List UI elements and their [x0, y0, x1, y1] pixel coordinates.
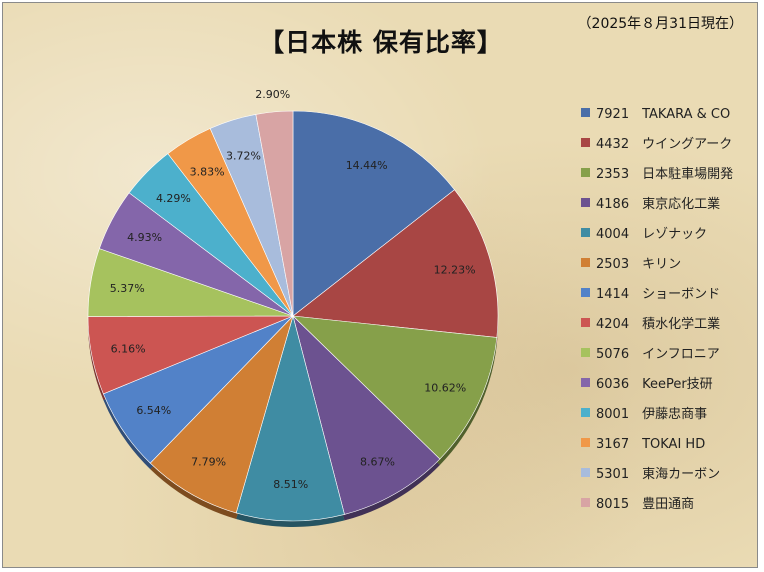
data-label: 7.79%	[191, 455, 226, 468]
legend-label: 3167 TOKAI HD	[596, 436, 706, 452]
data-label: 10.62%	[424, 381, 466, 394]
data-label: 12.23%	[434, 264, 476, 277]
legend-swatch	[581, 137, 590, 147]
data-label: 3.83%	[190, 165, 225, 178]
legend-swatch	[581, 167, 590, 177]
legend-label: 2503 キリン	[596, 256, 682, 272]
data-label: 8.67%	[360, 455, 395, 468]
data-label: 5.37%	[110, 282, 145, 295]
legend-swatch	[581, 407, 590, 417]
legend-swatch	[581, 227, 590, 237]
legend-swatch	[581, 287, 590, 297]
chart-title: 【日本株 保有比率】	[259, 28, 503, 57]
legend-item: 8001 伊藤忠商事	[581, 397, 733, 427]
data-label: 14.44%	[346, 159, 388, 172]
legend-label: 4204 積水化学工業	[596, 316, 721, 332]
legend-item: 4432 ウイングアーク	[581, 127, 733, 157]
data-label: 8.51%	[273, 478, 308, 491]
legend-label: 4186 東京応化工業	[596, 196, 721, 212]
legend-label: 4004 レゾナック	[596, 226, 708, 242]
legend-item: 5076 インフロニア	[581, 337, 733, 367]
legend-item: 1414 ショーボンド	[581, 277, 733, 307]
legend-label: 1414 ショーボンド	[596, 286, 721, 302]
legend-item: 4186 東京応化工業	[581, 187, 733, 217]
legend-label: 8001 伊藤忠商事	[596, 406, 708, 422]
legend-item: 3167 TOKAI HD	[581, 427, 733, 457]
pie-slice	[292, 189, 499, 338]
data-label: 4.29%	[156, 192, 191, 205]
legend-label: 5076 インフロニア	[596, 346, 720, 362]
pie-chart: 14.44% 12.23% 10.62% 8.67% 8.51% 7.79% 6.54% 6.…	[87, 88, 499, 527]
legend-swatch	[581, 437, 590, 447]
legend-item: 2503 キリン	[581, 247, 733, 277]
data-label: 6.54%	[136, 404, 171, 417]
legend-item: 7921 TAKARA & CO	[581, 97, 733, 127]
legend-item: 5301 東海カーボン	[581, 457, 733, 487]
legend-item: 6036 KeePer技研	[581, 367, 733, 397]
legend-label: 4432 ウイングアーク	[596, 136, 733, 152]
legend: 7921 TAKARA & CO 4432 ウイングアーク 2353 日本駐車場開発…	[581, 97, 733, 517]
legend-swatch	[581, 497, 590, 507]
legend-swatch	[581, 197, 590, 207]
pie-slice	[292, 110, 455, 317]
data-label: 6.16%	[111, 343, 146, 356]
pie-slice	[235, 314, 345, 522]
legend-swatch	[581, 107, 590, 117]
legend-swatch	[581, 317, 590, 327]
data-label: 3.72%	[226, 149, 261, 162]
legend-swatch	[581, 257, 590, 267]
legend-item: 4204 積水化学工業	[581, 307, 733, 337]
chart-area: 【日本株 保有比率】 （2025年８月31日現在） 14.44% 12.23% 10…	[2, 2, 758, 568]
legend-item: 8015 豊田通商	[581, 487, 733, 517]
pie-slice	[292, 315, 441, 515]
legend-label: 7921 TAKARA & CO	[596, 106, 731, 122]
data-label: 4.93%	[127, 231, 162, 244]
legend-swatch	[581, 347, 590, 357]
pie-slice	[255, 110, 294, 317]
legend-item: 2353 日本駐車場開発	[581, 157, 733, 187]
legend-label: 2353 日本駐車場開発	[596, 166, 734, 182]
legend-label: 5301 東海カーボン	[596, 466, 721, 482]
legend-item: 4004 レゾナック	[581, 217, 733, 247]
pie-slice	[149, 315, 294, 514]
pie-slice	[292, 315, 498, 460]
legend-label: 8015 豊田通商	[596, 496, 695, 512]
legend-swatch	[581, 467, 590, 477]
data-label: 2.90%	[255, 88, 290, 101]
legend-label: 6036 KeePer技研	[596, 376, 713, 392]
legend-swatch	[581, 377, 590, 387]
as-of-date: （2025年８月31日現在）	[577, 16, 743, 32]
